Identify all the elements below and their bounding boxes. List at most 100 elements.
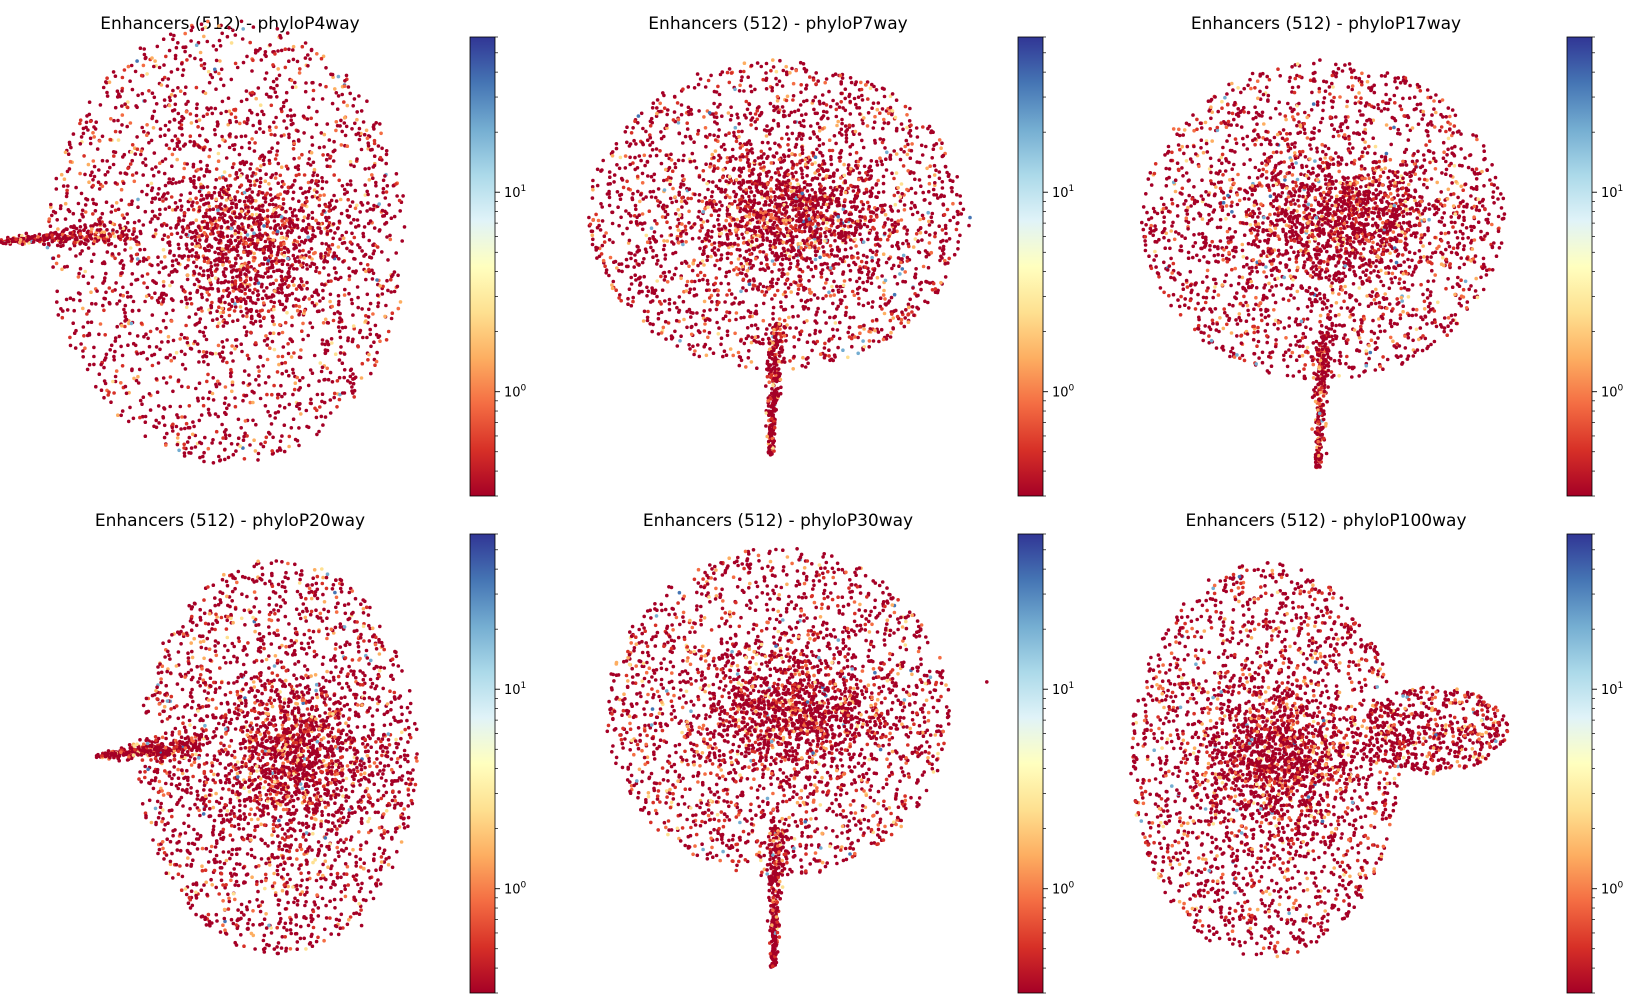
scatter-point — [251, 418, 255, 423]
scatter-point — [356, 131, 361, 136]
scatter-point — [749, 360, 754, 364]
scatter-point — [171, 389, 175, 394]
scatter-point — [165, 431, 169, 436]
scatter-point — [848, 278, 852, 282]
scatter-point — [856, 335, 860, 340]
scatter-point — [199, 22, 204, 27]
scatter-point — [707, 330, 712, 335]
scatter-point — [320, 399, 324, 404]
scatter-point — [719, 281, 723, 286]
scatter-point — [256, 451, 261, 456]
scatter-point — [363, 167, 368, 171]
scatter-point — [710, 152, 715, 157]
scatter-point — [287, 59, 291, 63]
scatter-point — [295, 217, 300, 222]
scatter-point — [235, 318, 240, 323]
scatter-point — [278, 283, 282, 287]
scatter-point — [890, 266, 894, 271]
scatter-point — [65, 227, 69, 231]
scatter-point — [315, 432, 319, 437]
scatter-point — [97, 228, 102, 232]
scatter-point — [220, 99, 225, 104]
scatter-point — [951, 215, 956, 220]
scatter-point — [223, 457, 227, 462]
scatter-point — [261, 364, 266, 368]
scatter-point — [800, 132, 805, 136]
scatter-point — [170, 208, 175, 212]
scatter-point — [746, 75, 750, 79]
scatter-point — [364, 128, 369, 133]
scatter-point — [116, 118, 120, 123]
scatter-point — [330, 341, 334, 345]
scatter-point — [143, 434, 148, 439]
scatter-point — [90, 301, 94, 306]
scatter-point — [156, 216, 160, 221]
scatter-point — [293, 243, 298, 248]
scatter-point — [78, 298, 82, 303]
scatter-point — [68, 296, 73, 301]
scatter-point — [143, 299, 147, 304]
scatter-point — [692, 287, 697, 291]
scatter-point — [298, 402, 302, 406]
scatter-point — [231, 359, 235, 363]
scatter-point — [279, 231, 284, 236]
scatter-point — [152, 95, 157, 100]
scatter-point — [91, 159, 96, 163]
scatter-point — [92, 362, 96, 367]
scatter-point — [328, 411, 333, 415]
scatter-point — [84, 125, 88, 130]
scatter-point — [116, 413, 120, 418]
scatter-point — [175, 157, 179, 162]
scatter-point — [317, 226, 322, 230]
scatter-point — [396, 306, 401, 311]
scatter-point — [737, 248, 742, 252]
scatter-point — [100, 134, 105, 139]
scatter-point — [321, 296, 325, 301]
scatter-point — [816, 306, 820, 311]
scatter-point — [113, 336, 118, 340]
scatter-point — [242, 369, 247, 373]
scatter-point — [328, 164, 332, 169]
scatter-point — [819, 117, 824, 121]
scatter-point — [186, 257, 191, 262]
scatter-point — [331, 159, 336, 163]
scatter-point — [273, 289, 277, 293]
scatter-point — [697, 209, 701, 214]
scatter-point — [295, 59, 300, 64]
scatter-point — [161, 247, 166, 252]
scatter-point — [857, 302, 861, 306]
scatter-point — [841, 348, 845, 353]
scatter-point — [223, 204, 227, 208]
scatter-point — [207, 411, 211, 415]
scatter-point — [285, 231, 289, 235]
scatter-point — [709, 194, 714, 199]
scatter-point — [142, 47, 146, 51]
scatter-point — [246, 205, 250, 209]
scatter-point — [287, 293, 292, 297]
scatter-point — [271, 231, 276, 235]
scatter-point — [330, 380, 335, 384]
scatter-point — [120, 89, 124, 93]
scatter-point — [314, 122, 319, 127]
scatter-point — [306, 235, 311, 239]
scatter-point — [183, 289, 187, 294]
scatter-point — [784, 64, 788, 69]
scatter-point — [305, 280, 309, 285]
scatter-point — [230, 382, 235, 387]
scatter-point — [252, 231, 256, 235]
scatter-point — [332, 193, 336, 198]
scatter-point — [216, 280, 220, 285]
scatter-point — [241, 438, 246, 443]
scatter-point — [300, 287, 304, 291]
scatter-point — [872, 120, 877, 124]
scatter-point — [208, 73, 213, 77]
scatter-point — [258, 396, 263, 401]
scatter-point — [333, 87, 337, 91]
scatter-point — [216, 414, 220, 419]
scatter-point — [98, 222, 102, 226]
scatter-point — [191, 200, 195, 204]
scatter-point — [145, 133, 149, 137]
scatter-point — [229, 374, 233, 379]
scatter-point — [634, 207, 638, 212]
scatter-point — [229, 442, 234, 446]
